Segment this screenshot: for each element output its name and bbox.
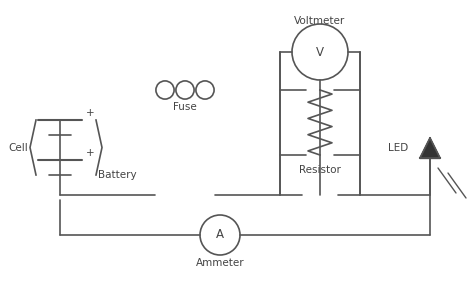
Text: Voltmeter: Voltmeter <box>294 16 346 26</box>
Text: Cell: Cell <box>8 143 28 153</box>
Text: A: A <box>216 229 224 242</box>
Text: V: V <box>316 46 324 59</box>
Text: LED: LED <box>388 143 408 153</box>
Text: +: + <box>86 108 95 118</box>
Text: +: + <box>86 148 95 158</box>
Text: Fuse: Fuse <box>173 102 197 112</box>
Polygon shape <box>420 138 440 158</box>
Text: Ammeter: Ammeter <box>196 258 244 268</box>
Text: Resistor: Resistor <box>299 165 341 175</box>
Text: Battery: Battery <box>98 170 137 180</box>
